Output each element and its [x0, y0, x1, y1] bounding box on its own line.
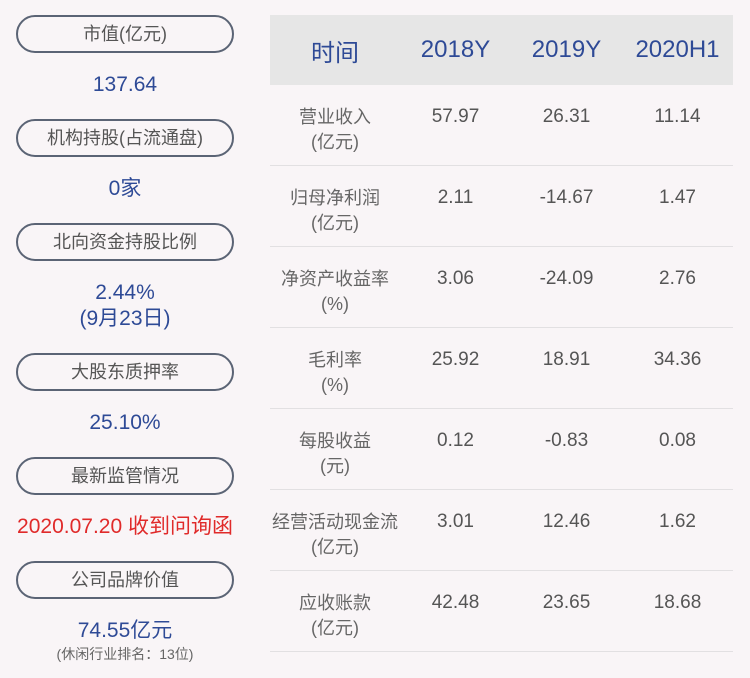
label-pledge-rate: 大股东质押率 — [16, 353, 234, 391]
value-pledge-rate: 25.10% — [89, 411, 161, 434]
cell-value: 18.91 — [542, 349, 591, 370]
value-northbound-date: (9月23日) — [79, 307, 171, 330]
label-regulatory: 最新监管情况 — [16, 457, 234, 495]
value-brand-value: 74.55亿元 — [77, 619, 173, 642]
value-market-cap: 137.64 — [92, 73, 158, 96]
row-label: 应收账款 (亿元) — [270, 571, 400, 641]
metric-name: 净资产收益率 — [281, 269, 389, 289]
row-label: 毛利率 (%) — [270, 328, 400, 398]
table-row: 应收账款 (亿元) 42.48 23.65 18.68 — [270, 571, 733, 652]
label-brand-value: 公司品牌价值 — [16, 561, 234, 599]
cell-value: 3.06 — [437, 268, 474, 289]
cell-value: 34.36 — [653, 349, 702, 370]
metric-name: 每股收益 — [299, 431, 371, 451]
cell-value: 0.12 — [437, 430, 474, 451]
cell-value: -24.09 — [539, 268, 594, 289]
metric-unit: (亿元) — [311, 213, 359, 233]
table-row: 归母净利润 (亿元) 2.11 -14.67 1.47 — [270, 166, 733, 247]
cell-value: 26.31 — [542, 106, 591, 127]
label-institutional-holdings: 机构持股(占流通盘) — [16, 119, 234, 157]
row-label: 经营活动现金流 (亿元) — [270, 490, 400, 560]
cell-value: -14.67 — [539, 187, 594, 208]
cell-value: 2.11 — [437, 187, 474, 208]
cell-value: 1.47 — [659, 187, 696, 208]
cell-value: 2.76 — [659, 268, 696, 289]
value-northbound-ratio: 2.44% — [95, 281, 155, 304]
cell-value: 1.62 — [659, 511, 696, 532]
table-header: 时间 2018Y 2019Y 2020H1 — [270, 15, 733, 85]
metric-unit: (亿元) — [311, 537, 359, 557]
cell-value: 12.46 — [542, 511, 591, 532]
financial-table: 时间 2018Y 2019Y 2020H1 营业收入 (亿元) 57.97 26.31… — [270, 15, 733, 652]
table-row: 经营活动现金流 (亿元) 3.01 12.46 1.62 — [270, 490, 733, 571]
header-col: 2019Y — [531, 36, 602, 63]
metric-name: 应收账款 — [299, 593, 371, 613]
row-label: 每股收益 (元) — [270, 409, 400, 479]
header-col: 2018Y — [420, 36, 491, 63]
cell-value: 25.92 — [431, 349, 480, 370]
metric-unit: (亿元) — [311, 618, 359, 638]
value-institutional-holdings: 0家 — [108, 177, 142, 200]
table-row: 净资产收益率 (%) 3.06 -24.09 2.76 — [270, 247, 733, 328]
value-brand-rank: (休闲行业排名：13位) — [56, 646, 194, 662]
cell-value: -0.83 — [544, 430, 589, 451]
cell-value: 0.08 — [659, 430, 696, 451]
row-label: 归母净利润 (亿元) — [270, 166, 400, 236]
metric-unit: (%) — [321, 294, 349, 314]
header-col: 2020H1 — [635, 36, 720, 63]
metric-name: 经营活动现金流 — [272, 512, 398, 532]
metric-unit: (亿元) — [311, 132, 359, 152]
row-label: 净资产收益率 (%) — [270, 247, 400, 317]
value-regulatory: 2020.07.20 收到问询函 — [17, 515, 233, 538]
cell-value: 18.68 — [653, 592, 702, 613]
header-time: 时间 — [311, 39, 359, 67]
cell-value: 42.48 — [431, 592, 480, 613]
metric-name: 营业收入 — [299, 107, 371, 127]
table-row: 每股收益 (元) 0.12 -0.83 0.08 — [270, 409, 733, 490]
cell-value: 57.97 — [431, 106, 480, 127]
row-label: 营业收入 (亿元) — [270, 85, 400, 155]
table-row: 营业收入 (亿元) 57.97 26.31 11.14 — [270, 85, 733, 166]
metric-name: 毛利率 — [308, 350, 362, 370]
cell-value: 11.14 — [654, 106, 701, 127]
cell-value: 23.65 — [542, 592, 591, 613]
metric-name: 归母净利润 — [290, 188, 380, 208]
metric-unit: (元) — [320, 456, 350, 476]
cell-value: 3.01 — [437, 511, 474, 532]
table-row: 毛利率 (%) 25.92 18.91 34.36 — [270, 328, 733, 409]
metric-unit: (%) — [321, 375, 349, 395]
label-market-cap: 市值(亿元) — [16, 15, 234, 53]
label-northbound-ratio: 北向资金持股比例 — [16, 223, 234, 261]
